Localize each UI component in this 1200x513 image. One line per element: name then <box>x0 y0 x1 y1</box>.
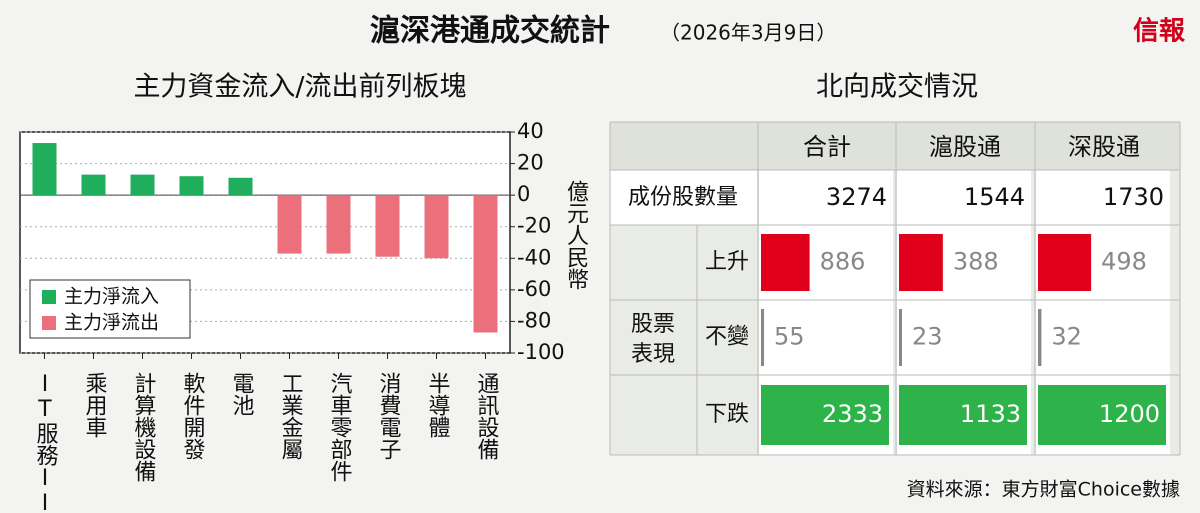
legend-box <box>29 279 191 339</box>
cell-value: 886 <box>820 248 866 276</box>
cell-bar <box>761 385 889 445</box>
cell <box>759 170 893 225</box>
cell-bar <box>899 385 1027 445</box>
x-tick-label: 乘用車 <box>82 372 108 438</box>
row-label: 成份股數量 <box>628 185 738 210</box>
sub-label: 下跌 <box>705 402 749 427</box>
bar <box>32 143 57 196</box>
x-tick-label: 計算機設備 <box>131 372 157 482</box>
bar <box>375 195 400 257</box>
legend-label: 主力淨流出 <box>64 312 159 334</box>
y-tick-label: -100 <box>517 340 565 364</box>
y-tick-label: 0 <box>517 182 530 206</box>
cell-value: 32 <box>1051 323 1082 351</box>
bar <box>179 176 204 196</box>
cell-value: 23 <box>912 323 943 351</box>
cell-value: 388 <box>953 248 999 276</box>
x-tick-label: 汽車零部件 <box>327 372 353 482</box>
x-tick-label: 軟件開發 <box>180 372 206 460</box>
cell-value: 1730 <box>1103 183 1164 211</box>
legend-swatch <box>42 316 56 330</box>
cell <box>759 300 893 375</box>
x-tick-label: 消費電子 <box>376 372 402 460</box>
source: 資料來源：東方財富Choice數據 <box>907 479 1180 501</box>
cell-value: 55 <box>774 323 805 351</box>
bar <box>424 195 449 259</box>
cell-bar <box>1038 309 1042 366</box>
column-header: 深股通 <box>1068 133 1140 161</box>
table-title: 北向成交情況 <box>816 72 978 103</box>
sub-label: 不變 <box>705 325 749 350</box>
bar <box>228 177 253 196</box>
cell-bar <box>1038 234 1092 291</box>
y-tick-label: -40 <box>517 245 551 269</box>
x-tick-label: 電池 <box>229 372 255 416</box>
x-tick-label: IT服務II <box>33 372 59 513</box>
cell <box>1036 300 1170 375</box>
sub-label: 上升 <box>705 250 749 275</box>
y-tick-label: -20 <box>517 214 551 238</box>
y-tick-label: -80 <box>517 308 551 332</box>
bar <box>326 195 351 254</box>
cell-value: 1544 <box>964 183 1025 211</box>
brand: 信報 <box>1133 17 1186 47</box>
legend-swatch <box>42 290 56 304</box>
group-label: 表現 <box>631 342 675 367</box>
cell <box>897 170 1031 225</box>
cell-value: 498 <box>1101 248 1147 276</box>
bar <box>81 174 106 196</box>
date: （2026年3月9日） <box>660 21 836 45</box>
x-tick-label: 半導體 <box>425 372 450 438</box>
y-axis-label: 億元人民幣 <box>563 180 589 290</box>
cell <box>1036 170 1170 225</box>
cell-value: 3274 <box>826 183 887 211</box>
cell-bar <box>761 309 765 366</box>
column-header: 滬股通 <box>929 133 1001 161</box>
bar <box>277 195 302 254</box>
y-tick-label: -60 <box>517 277 551 301</box>
cell-bar <box>899 309 902 366</box>
title: 滬深港通成交統計 <box>370 14 610 49</box>
cell-bar <box>1038 385 1166 445</box>
x-tick-label: 通訊設備 <box>474 372 500 460</box>
column-header: 合計 <box>803 133 851 161</box>
bar <box>473 195 498 333</box>
y-tick-label: 40 <box>517 119 544 143</box>
cell-value: 1133 <box>960 400 1021 428</box>
bar <box>130 174 155 196</box>
y-tick-label: 20 <box>517 151 544 175</box>
header-row <box>610 122 1180 170</box>
group-label: 股票 <box>631 312 675 337</box>
label-cell <box>610 170 757 225</box>
x-tick-label: 工業金屬 <box>278 372 304 460</box>
cell-bar <box>761 234 810 291</box>
cell-bar <box>899 234 943 291</box>
cell <box>897 300 1031 375</box>
cell-value: 2333 <box>822 400 883 428</box>
legend-label: 主力淨流入 <box>64 286 159 308</box>
cell-value: 1200 <box>1099 400 1160 428</box>
chart-title: 主力資金流入/流出前列板塊 <box>133 72 466 103</box>
